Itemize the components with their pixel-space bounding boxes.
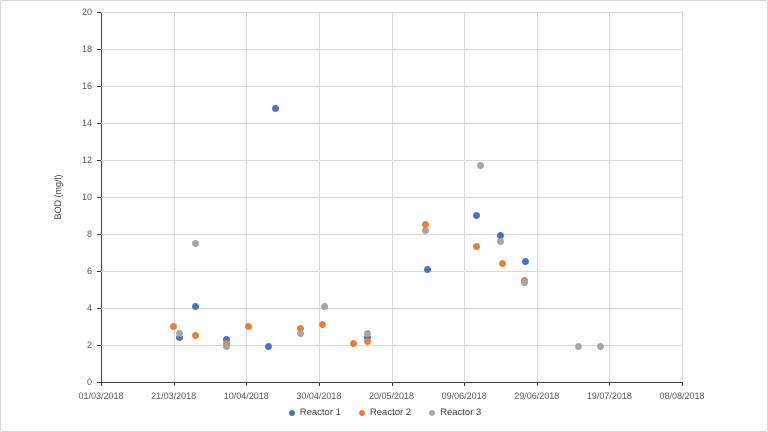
data-point-reactor-3 [476,162,484,170]
data-point-reactor-2 [422,221,430,229]
x-tick-label: 10/04/2018 [223,391,269,401]
y-axis-tick [97,345,101,346]
y-tick-label: 10 [81,192,92,202]
data-point-reactor-2 [244,323,252,330]
legend: Reactor 1 Reactor 2 Reactor 3 [1,407,767,418]
x-axis-tick [101,382,102,386]
y-axis-tick [97,382,101,383]
y-tick-label: 8 [86,229,92,239]
data-point-reactor-2 [297,324,305,332]
gridline-vertical [536,12,538,382]
data-point-reactor-1 [496,232,504,240]
data-point-reactor-2 [319,321,326,329]
data-point-reactor-2 [170,323,178,330]
gridline-vertical [391,12,393,382]
gridline-vertical [464,12,466,382]
data-point-reactor-3 [422,226,430,234]
data-point-reactor-3 [175,330,183,338]
data-point-reactor-3 [496,237,504,245]
gridline-vertical [246,12,248,382]
data-point-reactor-3 [191,239,199,247]
legend-item-reactor-3: Reactor 3 [429,407,481,418]
data-point-reactor-2 [364,337,372,345]
y-tick-label: 2 [86,340,92,350]
y-axis-tick [97,86,101,87]
data-point-reactor-3 [320,302,328,310]
y-tick-label: 14 [81,118,92,128]
data-point-reactor-1 [222,335,230,343]
data-point-reactor-1 [424,265,432,273]
y-axis-tick [97,12,101,13]
legend-label-reactor-2: Reactor 2 [369,407,412,418]
legend-label-reactor-3: Reactor 3 [440,407,482,418]
y-tick-label: 20 [81,7,92,17]
gridline-vertical [173,12,175,382]
data-point-reactor-3 [222,343,230,351]
x-tick-label: 30/04/2018 [296,391,342,401]
x-tick-label: 29/06/2018 [514,391,560,401]
data-point-reactor-2 [473,243,481,251]
data-point-reactor-3 [596,343,604,351]
data-point-reactor-3 [575,343,582,351]
y-axis-tick [97,160,101,161]
data-point-reactor-1 [522,258,530,266]
data-point-reactor-1 [271,104,279,112]
y-axis-tick [97,197,101,198]
x-axis-tick [391,382,393,386]
data-point-reactor-3 [364,330,372,338]
y-axis-tick [97,271,101,272]
legend-marker-icon-reactor-1 [288,409,295,416]
x-axis-tick [318,382,320,386]
data-point-reactor-1 [175,334,183,342]
y-tick-label: 4 [86,303,92,313]
y-tick-label: 0 [86,377,92,387]
y-axis-tick [97,308,101,309]
data-point-reactor-3 [297,330,305,338]
x-tick-label: 21/03/2018 [151,391,197,401]
x-axis-tick [609,382,611,386]
x-tick-label: 20/05/2018 [368,391,415,401]
data-point-reactor-1 [264,343,272,351]
x-axis-tick [682,382,683,386]
legend-label-reactor-1: Reactor 1 [299,407,341,418]
y-axis-tick [97,234,101,235]
x-tick-label: 08/08/2018 [659,391,705,401]
y-axis-tick [97,123,101,124]
legend-marker-icon-reactor-3 [429,409,436,416]
gridline-vertical [318,12,320,382]
data-point-reactor-2 [498,260,506,268]
data-point-reactor-2 [222,339,230,347]
x-axis-tick [173,382,175,386]
x-tick-label: 09/06/2018 [441,391,487,401]
y-tick-label: 18 [81,44,92,54]
x-axis-tick [246,382,248,386]
gridline-vertical [609,12,611,382]
y-axis-tick [97,49,101,50]
y-tick-label: 16 [81,81,92,91]
y-tick-label: 12 [81,155,92,165]
x-axis-tick [464,382,466,386]
data-point-reactor-1 [473,212,481,219]
x-axis-tick [536,382,538,386]
data-point-reactor-3 [520,278,528,286]
legend-marker-icon-reactor-2 [358,409,365,416]
legend-item-reactor-1: Reactor 1 [288,407,341,418]
y-tick-label: 6 [86,266,92,276]
legend-item-reactor-2: Reactor 2 [358,407,412,418]
x-tick-label: 01/03/2018 [78,391,124,401]
data-point-reactor-2 [191,332,199,340]
data-point-reactor-1 [364,334,372,342]
gridline-vertical [682,12,683,382]
data-point-reactor-1 [191,302,199,310]
data-point-reactor-2 [349,339,357,347]
x-tick-label: 19/07/2018 [586,391,632,401]
